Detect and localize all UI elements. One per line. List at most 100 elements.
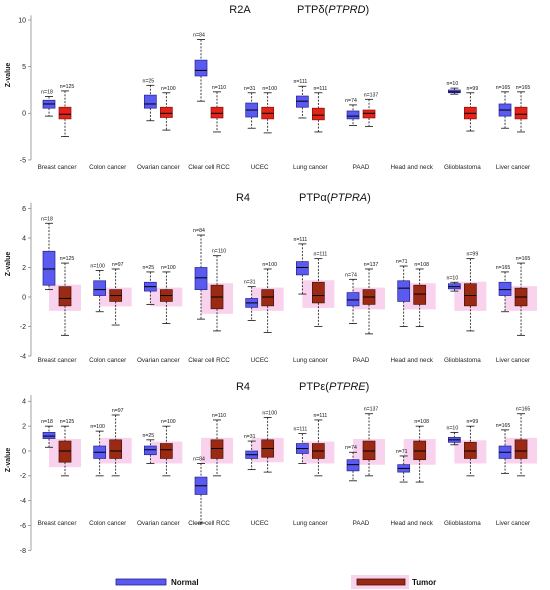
iqr-box [413,440,427,461]
box-normal-liver-cancer [498,91,512,129]
box-tumor-glioblastoma [464,258,477,332]
n-label-tumor-colon-cancer: n=97 [112,408,124,414]
category-label-lung-cancer: Lung cancer [293,520,328,527]
box-tumor-ovarian-cancer [159,92,173,131]
y-axis-label: Z-value [5,63,12,88]
y-axis-label: Z-value [5,448,12,473]
y-tick-label: 0 [22,294,26,301]
iqr-box [159,106,173,118]
n-label-normal-paad: n=74 [345,272,357,278]
n-labels: n=18 n=100 n=25 n=84 n=31 n=111 n=74 n=71 n=10 n=… [41,407,530,463]
y-tick-label: -4 [20,498,26,505]
box-normal-breast-cancer [42,96,56,117]
iqr-box [514,439,528,459]
title-suffix: ) [367,192,371,204]
n-label-normal-head-and-neck: n=71 [396,449,408,455]
y-tick-label: 0 [22,111,26,118]
n-label-tumor-ovarian-cancer: n=100 [161,265,176,271]
category-label-liver-cancer: Liver cancer [496,357,530,364]
y-tick-label: 2 [22,424,26,431]
protein-name: PTPδ( [297,4,329,16]
box-tumor-paad [362,268,376,335]
iqr-box [210,439,224,459]
box-normal-clear-cell-rcc [194,234,208,320]
category-labels: Breast cancer Colon cancer Ovarian cancer C… [38,357,531,364]
panel-ptpre: R4 PTPε(PTPRE) Z-value 4 2 0 -2 -4 -6 -8 Breast… [5,381,538,555]
gene-name: PTPRA [330,192,367,204]
box-normal-paad [346,278,360,324]
y-tick-label: -2 [20,324,26,331]
box-normal-ovarian-cancer [143,271,157,305]
n-label-tumor-clear-cell-rcc: n=110 [212,249,226,255]
n-label-normal-colon-cancer: n=100 [90,424,105,430]
legend: Normal Tumor [115,575,436,589]
n-label-normal-ucec: n=31 [244,434,256,440]
box-tumor-paad [362,413,376,477]
category-label-ucec: UCEC [251,520,269,527]
y-tick-label: -6 [20,523,26,530]
box-tumor-lung-cancer [312,92,325,133]
y-axis: 6 4 2 0 -2 -4 [20,202,32,360]
n-label-tumor-glioblastoma: n=99 [467,86,479,92]
category-label-breast-cancer: Breast cancer [38,357,77,364]
box-normal-colon-cancer [93,430,107,477]
n-label-normal-ovarian-cancer: n=25 [142,78,154,84]
n-label-tumor-paad: n=137 [364,92,379,98]
iqr-box [312,281,325,304]
n-label-tumor-glioblastoma: n=99 [467,252,479,258]
panel-title-family: R4 [236,381,250,393]
plot-area: 4 2 0 -2 -4 -6 -8 Breast cancer Colon cancer Ovar… [20,395,538,555]
y-axis: 10 5 0 -5 [18,15,32,164]
n-label-tumor-ucec: n=100 [262,262,277,268]
box-tumor-liver-cancer [514,262,528,336]
n-label-tumor-breast-cancer: n=125 [60,256,75,262]
n-label-normal-lung-cancer: n=111 [293,427,307,433]
n-label-normal-clear-cell-rcc: n=84 [193,33,205,39]
n-label-tumor-ucec: n=100 [262,86,277,92]
category-label-clear-cell-rcc: Clear cell RCC [188,520,230,527]
box-normal-head-and-neck [397,265,411,327]
iqr-box [194,59,208,77]
n-label-tumor-clear-cell-rcc: n=110 [212,413,226,419]
boxes-layer [42,39,528,138]
iqr-box [143,445,157,456]
n-label-normal-colon-cancer: n=100 [90,263,105,269]
n-label-tumor-lung-cancer: n=111 [313,252,327,258]
box-tumor-colon-cancer [109,414,123,477]
n-label-tumor-head-and-neck: n=108 [414,419,429,425]
iqr-box [464,441,477,459]
iqr-box [159,443,173,459]
iqr-box [93,280,107,296]
n-label-tumor-liver-cancer: n=165 [516,407,531,413]
protein-name: PTPα( [299,192,331,204]
category-label-breast-cancer: Breast cancer [38,164,77,171]
box-tumor-head-and-neck [413,268,427,327]
category-label-colon-cancer: Colon cancer [89,357,126,364]
panel-ptpra: R4 PTPα(PTPRA) Z-value 6 4 2 0 -2 -4 Breast ca… [5,192,538,364]
legend-label-tumor: Tumor [412,578,436,587]
boxes-layer [42,413,528,524]
n-label-tumor-breast-cancer: n=125 [60,419,75,425]
box-tumor-lung-cancer [312,258,325,327]
n-label-normal-ucec: n=31 [244,86,256,92]
box-normal-liver-cancer [498,429,512,474]
box-tumor-clear-cell-rcc [210,91,224,133]
box-normal-ucec [245,440,259,471]
n-label-normal-clear-cell-rcc: n=84 [193,456,205,462]
category-label-glioblastoma: Glioblastoma [444,164,481,171]
category-label-colon-cancer: Colon cancer [89,164,126,171]
iqr-box [498,281,512,296]
iqr-box [210,106,224,119]
category-label-paad: PAAD [353,357,370,364]
iqr-box [194,267,208,290]
category-label-lung-cancer: Lung cancer [293,164,328,171]
category-label-colon-cancer: Colon cancer [89,520,126,527]
n-labels: n=18 n=25 n=84 n=31 n=111 n=74 n=10 n=165 n=125 n… [41,33,530,104]
iqr-box [413,284,427,305]
iqr-box [58,440,72,463]
n-label-tumor-head-and-neck: n=108 [414,262,429,268]
category-label-ovarian-cancer: Ovarian cancer [137,164,180,171]
n-label-normal-lung-cancer: n=111 [293,237,307,243]
title-suffix: ) [365,4,369,16]
box-tumor-liver-cancer [514,91,528,133]
